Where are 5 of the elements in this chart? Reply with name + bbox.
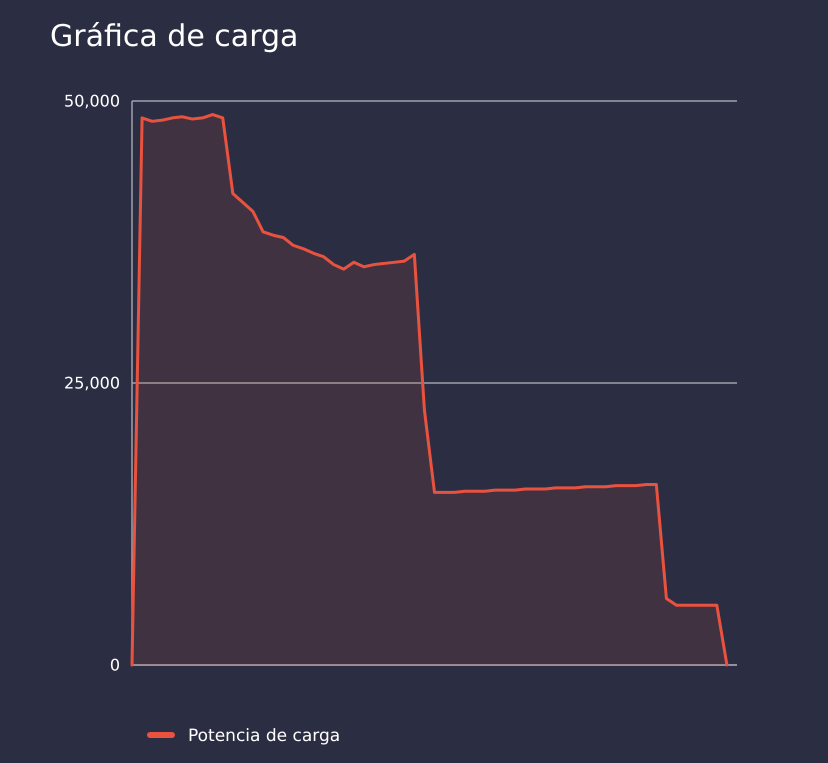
y-tick-label: 25,000: [64, 374, 120, 393]
y-tick-label: 0: [110, 656, 120, 675]
y-tick-label: 50,000: [64, 92, 120, 111]
chart-title: Gráfica de carga: [50, 19, 298, 54]
legend-label: Potencia de carga: [188, 726, 340, 746]
